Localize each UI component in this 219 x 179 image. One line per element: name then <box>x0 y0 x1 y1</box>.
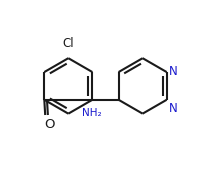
Text: O: O <box>44 118 55 131</box>
Text: N: N <box>169 65 178 78</box>
Text: NH₂: NH₂ <box>82 108 101 118</box>
Text: N: N <box>169 103 178 115</box>
Text: Cl: Cl <box>62 37 74 50</box>
